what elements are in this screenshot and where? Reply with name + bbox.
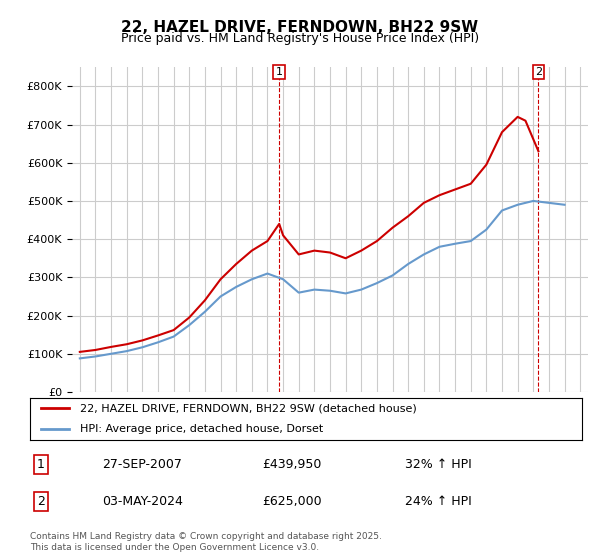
- Text: 2: 2: [535, 67, 542, 77]
- Text: 03-MAY-2024: 03-MAY-2024: [102, 495, 182, 508]
- Text: £439,950: £439,950: [262, 458, 321, 471]
- Text: £625,000: £625,000: [262, 495, 322, 508]
- Text: 24% ↑ HPI: 24% ↑ HPI: [406, 495, 472, 508]
- Text: 1: 1: [37, 458, 45, 471]
- Text: 32% ↑ HPI: 32% ↑ HPI: [406, 458, 472, 471]
- Text: 27-SEP-2007: 27-SEP-2007: [102, 458, 182, 471]
- Text: 22, HAZEL DRIVE, FERNDOWN, BH22 9SW: 22, HAZEL DRIVE, FERNDOWN, BH22 9SW: [121, 20, 479, 35]
- Text: Price paid vs. HM Land Registry's House Price Index (HPI): Price paid vs. HM Land Registry's House …: [121, 32, 479, 45]
- Text: HPI: Average price, detached house, Dorset: HPI: Average price, detached house, Dors…: [80, 424, 323, 434]
- Text: Contains HM Land Registry data © Crown copyright and database right 2025.
This d: Contains HM Land Registry data © Crown c…: [30, 532, 382, 552]
- Text: 2: 2: [37, 495, 45, 508]
- Text: 22, HAZEL DRIVE, FERNDOWN, BH22 9SW (detached house): 22, HAZEL DRIVE, FERNDOWN, BH22 9SW (det…: [80, 403, 416, 413]
- Text: 1: 1: [275, 67, 283, 77]
